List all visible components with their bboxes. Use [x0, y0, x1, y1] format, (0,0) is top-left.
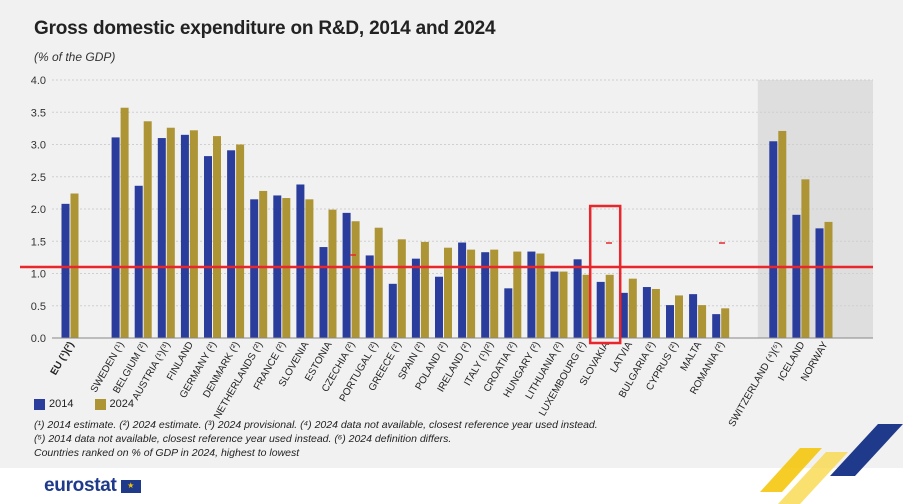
legend: 2014 2024 — [34, 398, 152, 413]
footnote-line: Countries ranked on % of GDP in 2024, hi… — [34, 447, 300, 459]
bar-2014-15 — [435, 276, 443, 338]
bar-2024-30 — [824, 221, 833, 338]
bar-2014-5 — [204, 156, 212, 338]
bar-2014-14 — [411, 258, 420, 338]
bar-2024-15 — [444, 247, 452, 338]
bar-2024-17 — [490, 249, 499, 338]
bar-chart: 0.00.51.01.52.02.53.03.54.0EU (¹)(²) SWED… — [20, 75, 873, 429]
y-tick-label: 0.0 — [31, 333, 46, 345]
bar-2014-21 — [573, 259, 582, 338]
page-title: Gross domestic expenditure on R&D, 2014 … — [34, 18, 496, 39]
bar-2014-29 — [792, 214, 801, 338]
bar-2024-12 — [374, 227, 383, 338]
bar-2014-19 — [527, 251, 536, 338]
bar-2014-25 — [666, 305, 674, 338]
bar-2014-10 — [319, 247, 328, 338]
y-tick-label: 3.5 — [31, 107, 46, 119]
decorative-stripes — [760, 424, 903, 504]
y-tick-label: 3.0 — [31, 140, 46, 152]
bar-2014-11 — [342, 212, 351, 338]
bar-2024-23 — [628, 278, 637, 338]
footer-strip — [0, 468, 903, 504]
bar-2014-18 — [504, 288, 513, 338]
bar-2024-10 — [328, 209, 337, 338]
bar-2024-22 — [605, 274, 614, 338]
bar-2024-20 — [559, 271, 568, 338]
bar-2014-0 — [61, 203, 70, 338]
legend-item-2024: 2024 — [94, 398, 135, 410]
bar-2024-9 — [305, 199, 314, 338]
bar-2014-24 — [642, 287, 651, 338]
bar-2024-25 — [675, 295, 683, 338]
bar-2024-16 — [467, 249, 476, 338]
legend-label-2024: 2024 — [109, 398, 135, 410]
bar-2014-9 — [296, 184, 305, 338]
eurostat-logo[interactable]: eurostat ★ — [44, 475, 141, 497]
bar-2014-4 — [180, 134, 189, 338]
bar-2014-23 — [619, 292, 628, 338]
y-tick-label: 0.5 — [31, 301, 46, 313]
y-tick-label: 1.5 — [31, 236, 46, 248]
legend-swatch-2014 — [34, 398, 45, 410]
bar-2014-30 — [815, 228, 824, 338]
bar-2024-4 — [189, 130, 198, 338]
y-tick-label: 4.0 — [31, 75, 46, 87]
bar-2014-20 — [550, 271, 559, 338]
bar-2024-1 — [120, 107, 129, 338]
bar-2024-26 — [698, 305, 707, 338]
bar-2014-22 — [596, 281, 605, 338]
bar-2014-12 — [365, 255, 374, 338]
bar-2024-6 — [236, 144, 245, 338]
logo-text: eurostat — [44, 475, 117, 496]
bar-2024-21 — [582, 274, 591, 338]
bar-2014-27 — [712, 314, 721, 338]
footnotes: (¹) 2014 estimate. (²) 2024 estimate. (³… — [34, 418, 598, 460]
bar-2024-2 — [143, 121, 152, 338]
bar-2024-3 — [166, 127, 175, 338]
footnote-line: (¹) 2014 estimate. (²) 2024 estimate. (³… — [34, 419, 598, 431]
highlight-box — [588, 204, 622, 345]
bar-2014-28 — [769, 141, 778, 338]
chart-subtitle: (% of the GDP) — [34, 50, 116, 64]
bar-2014-1 — [111, 137, 120, 338]
bar-2014-2 — [134, 185, 143, 338]
footnote-line: (⁵) 2014 data not available, closest ref… — [34, 433, 452, 445]
y-tick-label: 2.5 — [31, 172, 46, 184]
bar-2024-7 — [259, 190, 268, 338]
bar-2014-17 — [481, 252, 490, 338]
bar-2014-6 — [227, 150, 236, 338]
bar-2024-18 — [513, 251, 522, 338]
x-tick-label: SWITZERLAND (⁴)(⁵) — [727, 340, 785, 429]
bar-2024-13 — [397, 239, 406, 338]
bar-2014-7 — [250, 199, 259, 338]
bar-2014-16 — [458, 242, 467, 338]
bar-2024-11 — [351, 221, 360, 338]
bar-2014-26 — [689, 294, 698, 338]
bar-2024-27 — [721, 308, 730, 338]
legend-item-2014: 2014 — [34, 398, 73, 410]
eu-flag-icon: ★ — [120, 479, 141, 493]
x-tick-label: EU (¹)(²) — [49, 340, 77, 377]
bar-2014-3 — [157, 138, 166, 338]
bar-2024-28 — [778, 130, 787, 338]
bar-2024-29 — [801, 179, 810, 338]
y-tick-label: 2.0 — [31, 204, 46, 216]
bar-2024-14 — [420, 241, 429, 338]
bar-2024-0 — [70, 193, 79, 338]
y-tick-label: 1.0 — [31, 269, 46, 281]
bar-2024-24 — [651, 288, 660, 338]
bar-2024-5 — [213, 136, 221, 338]
legend-swatch-2024 — [94, 398, 106, 410]
bar-2024-19 — [536, 253, 545, 338]
bar-2014-13 — [388, 283, 397, 338]
legend-label-2014: 2014 — [49, 398, 74, 410]
